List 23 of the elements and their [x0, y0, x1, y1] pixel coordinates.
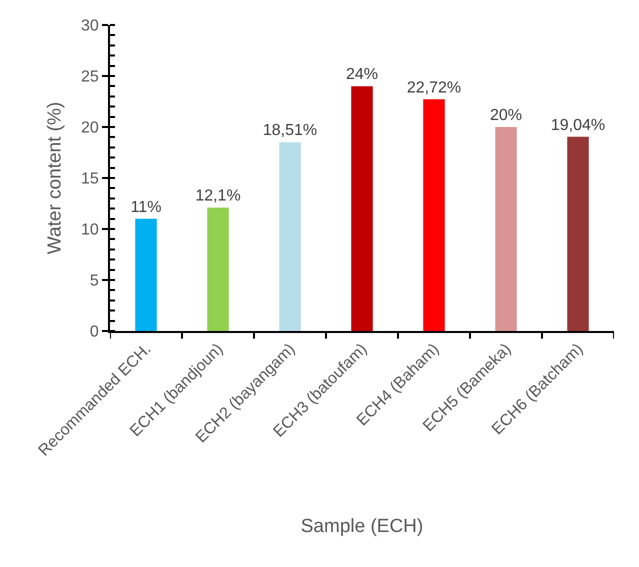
- x-axis-title: Sample (ECH): [300, 516, 424, 537]
- y-tick-label: 5: [90, 272, 99, 290]
- data-label: 12,1%: [195, 188, 241, 205]
- data-label: 20%: [490, 107, 522, 124]
- bar: [207, 208, 229, 331]
- data-label: 11%: [130, 198, 162, 216]
- y-tick-label: 25: [81, 68, 99, 86]
- bar: [135, 218, 157, 331]
- bar: [279, 142, 301, 331]
- data-label: 18,51%: [262, 122, 318, 140]
- data-label: 22,72%: [406, 79, 462, 96]
- y-tick-label: 0: [90, 324, 99, 341]
- y-axis-title: Water content (%): [44, 102, 66, 254]
- bar: [423, 99, 445, 331]
- data-label: 24%: [346, 66, 378, 84]
- y-tick-label: 15: [81, 170, 99, 188]
- y-tick-label: 30: [81, 18, 99, 35]
- bar: [567, 136, 589, 331]
- y-tick-label: 10: [81, 222, 99, 239]
- data-label: 19,04%: [550, 116, 606, 134]
- bar: [495, 127, 517, 331]
- y-tick-label: 20: [81, 120, 99, 137]
- bar: [351, 86, 373, 331]
